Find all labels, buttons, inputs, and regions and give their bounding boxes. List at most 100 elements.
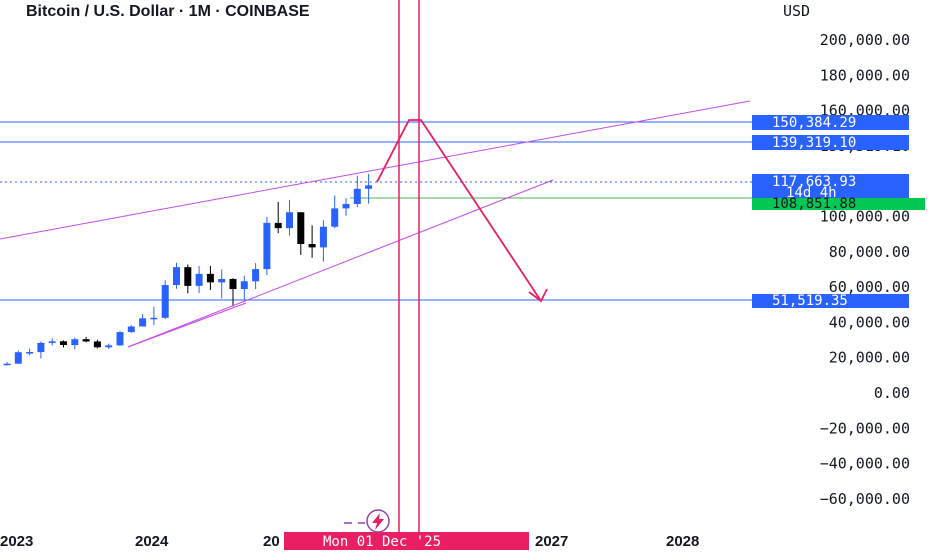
candle-body (93, 341, 101, 348)
candle (26, 348, 34, 356)
x-axis[interactable]: 2023 2024 20 2027 2028 Mon 01 Dec '25 (0, 532, 699, 550)
candle-body (184, 267, 192, 286)
x-tick-2027: 2027 (535, 533, 568, 550)
y-tick-label: 0.00 (874, 384, 910, 402)
candle (82, 336, 90, 343)
candle (116, 330, 124, 347)
candle (150, 306, 158, 326)
crosshair-date-bg (284, 532, 529, 550)
y-tick-label: −60,000.00 (820, 490, 910, 508)
x-tick-2024: 2024 (135, 533, 169, 550)
y-axis[interactable]: 200,000.00180,000.00160,000.00139,319.10… (820, 31, 910, 508)
candle-body (252, 269, 260, 282)
candle-body (365, 185, 373, 189)
y-tick-label: 100,000.00 (820, 208, 910, 226)
candle (195, 266, 203, 294)
candle-body (331, 208, 339, 227)
x-tick-2028: 2028 (666, 533, 699, 550)
candle (173, 262, 180, 289)
y-tick-label: 40,000.00 (829, 313, 910, 331)
candle (105, 343, 113, 350)
y-tick-label: 200,000.00 (820, 31, 910, 49)
y-tick-label: 20,000.00 (829, 349, 910, 367)
candle (274, 201, 282, 234)
candle-body (206, 273, 214, 283)
candle (37, 341, 45, 359)
candle-body (139, 318, 147, 327)
candle (252, 263, 260, 290)
channel-lower-line (127, 179, 554, 348)
candle (206, 265, 214, 290)
candle (319, 220, 327, 262)
candle (286, 199, 293, 236)
candle (229, 278, 237, 307)
candle-body (319, 226, 327, 248)
y-tick-label: −20,000.00 (820, 419, 910, 437)
candle (353, 175, 361, 208)
candle-body (342, 203, 350, 209)
candle (308, 225, 316, 258)
tag-countdown: 14d 4h (786, 185, 837, 201)
channel-base-line (127, 302, 247, 348)
chart-title: Bitcoin / U.S. Dollar · 1M · COINBASE (26, 3, 310, 20)
candlestick-series (3, 173, 373, 366)
candle-body (60, 341, 67, 345)
projection-path[interactable] (376, 119, 548, 303)
tag-150k-bg (752, 115, 909, 130)
candle-body (71, 339, 79, 345)
candle (297, 212, 305, 255)
candle-body (274, 222, 282, 229)
currency-label: USD (783, 2, 810, 20)
candle (3, 362, 11, 366)
flash-icon[interactable] (344, 509, 390, 533)
tag-139k: 139,319.10 (772, 135, 856, 151)
tag-108k: 108,851.88 (772, 196, 856, 212)
projection-arrowhead (528, 288, 548, 303)
candle-body (195, 273, 203, 286)
candle (365, 173, 373, 204)
x-tick-2023: 2023 (0, 533, 33, 550)
candle-body (229, 278, 237, 290)
candle-body (218, 278, 226, 283)
candle-body (353, 188, 361, 204)
candle (48, 338, 56, 346)
tag-139k-bg (752, 135, 909, 150)
tag-current-price: 117,663.93 (772, 174, 856, 190)
candle (93, 339, 101, 349)
tag-108k-bg (752, 198, 925, 210)
tag-51k-bg (752, 294, 909, 308)
candle-body (37, 342, 45, 353)
y-tick-label: 80,000.00 (829, 243, 910, 261)
horizontal-levels (0, 121, 752, 301)
candle (139, 314, 147, 327)
y-tick-label: −40,000.00 (820, 455, 910, 473)
rising-channel[interactable] (0, 100, 751, 348)
candle-body (127, 326, 135, 333)
candle-body (297, 212, 305, 245)
candle-body (105, 345, 113, 348)
crosshair-date: Mon 01 Dec '25 (323, 534, 441, 550)
channel-upper-line (0, 100, 751, 240)
candle (161, 280, 169, 320)
candle-body (286, 212, 293, 229)
candle-body (82, 339, 90, 342)
candle-body (308, 244, 316, 248)
candle (14, 350, 22, 364)
candle-body (14, 352, 22, 364)
candle (240, 275, 248, 301)
candle (184, 264, 192, 294)
candle (331, 195, 339, 229)
price-tags: 150,384.29 139,319.10 117,663.93 14d 4h … (752, 115, 925, 309)
candle-body (240, 281, 248, 290)
candle-body (116, 332, 124, 346)
candle-body (173, 267, 180, 285)
candle (71, 337, 79, 350)
vertical-markers[interactable] (398, 0, 420, 532)
candle-body (48, 341, 56, 343)
candle-body (3, 363, 11, 366)
candle-body (26, 352, 34, 354)
candle (60, 340, 67, 348)
candle-body (150, 317, 158, 320)
